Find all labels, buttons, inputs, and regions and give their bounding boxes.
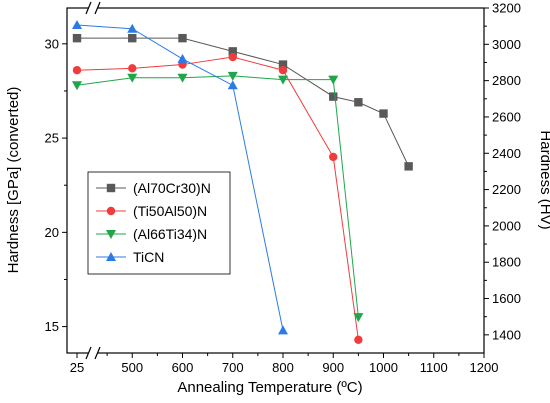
data-point [178, 33, 187, 43]
axis-break-mark [94, 346, 101, 360]
series-3 [72, 19, 288, 335]
data-point [328, 75, 339, 85]
data-point [278, 60, 288, 69]
legend-item: (Ti50Al50)N [96, 203, 207, 219]
x-tick-label: 700 [222, 360, 244, 375]
data-point [404, 162, 413, 171]
data-point [278, 325, 288, 335]
x-tick-label: 1100 [420, 360, 448, 375]
y-right-tick-label: 2400 [492, 146, 521, 161]
data-point [128, 33, 137, 43]
axis-break-mark [85, 1, 92, 15]
axis-break-gap [88, 349, 98, 357]
series-0 [72, 33, 413, 171]
legend: (Al70Cr30)N (Ti50Al50)N (Al66Ti34)N TiCN [87, 171, 231, 275]
data-point [127, 73, 138, 83]
data-point [72, 19, 82, 29]
y-right-tick-label: 2800 [492, 73, 521, 88]
legend-item: (Al66Ti34)N [96, 226, 207, 242]
series-layer [72, 19, 413, 345]
y-right-tick-label: 3000 [492, 37, 521, 52]
data-point [72, 33, 82, 43]
legend-label: (Ti50Al50)N [133, 203, 207, 219]
y-right-tick-label: 2600 [492, 109, 521, 124]
y-left-tick-label: 30 [45, 36, 59, 51]
y-axis-left-label: Hardness [GPa] (converted) [5, 87, 22, 274]
y-right-tick-label: 1600 [492, 291, 521, 306]
x-tick-label: 600 [172, 360, 194, 375]
data-point [128, 64, 137, 73]
legend-label: (Al66Ti34)N [133, 226, 207, 242]
data-point [278, 75, 288, 85]
data-point [227, 71, 238, 81]
y-axis-right-label: Hardness (HV) [537, 130, 550, 229]
legend-label: (Al70Cr30)N [133, 180, 211, 196]
y-left-tick-label: 15 [45, 319, 59, 334]
y-right-tick-label: 1400 [492, 327, 521, 342]
legend-marker [106, 252, 116, 261]
plot-border [66, 7, 485, 354]
data-point [379, 109, 388, 118]
x-tick-label: 800 [272, 360, 294, 375]
legend-marker [106, 206, 116, 216]
y-right-tick-label: 2000 [492, 218, 521, 233]
data-point [72, 66, 82, 75]
x-tick-label: 1000 [369, 360, 398, 375]
y-left-tick-label: 20 [45, 225, 59, 240]
data-point [353, 313, 364, 323]
data-point [329, 152, 338, 162]
data-point [354, 98, 363, 107]
data-point [278, 66, 288, 75]
data-point [177, 53, 188, 63]
x-tick-label: 900 [322, 360, 344, 375]
legend-item: (Al70Cr30)N [96, 180, 211, 196]
y-right-tick-label: 2200 [492, 182, 521, 197]
data-point [72, 81, 82, 91]
y-left-tick-label: 25 [45, 131, 59, 146]
axis-break-gap [88, 4, 98, 12]
plot-frame [66, 1, 485, 360]
data-point [227, 80, 238, 90]
legend-marker [106, 183, 116, 193]
legend-marker [106, 230, 116, 239]
legend-item: TiCN [96, 249, 164, 265]
series-2 [72, 71, 364, 323]
x-tick-label: 500 [121, 360, 143, 375]
axis-break-mark [94, 1, 101, 15]
legend-label: TiCN [133, 249, 164, 265]
data-point [329, 92, 338, 101]
data-point [127, 23, 138, 33]
x-tick-label: 25 [70, 360, 84, 375]
ticks: 25 500 600 700 800 900 1000 1100 1200 15 20 25 30 140… [45, 1, 521, 376]
data-point [177, 73, 188, 83]
data-point [228, 47, 237, 56]
x-axis-label: Annealing Temperature (ºC) [177, 379, 362, 396]
data-point [354, 335, 363, 345]
axis-break-mark [85, 346, 92, 360]
x-tick-label: 1200 [470, 360, 499, 375]
y-right-tick-label: 3200 [492, 1, 521, 16]
y-right-tick-label: 1800 [492, 255, 521, 270]
data-point [228, 52, 237, 62]
series-1 [72, 52, 363, 345]
